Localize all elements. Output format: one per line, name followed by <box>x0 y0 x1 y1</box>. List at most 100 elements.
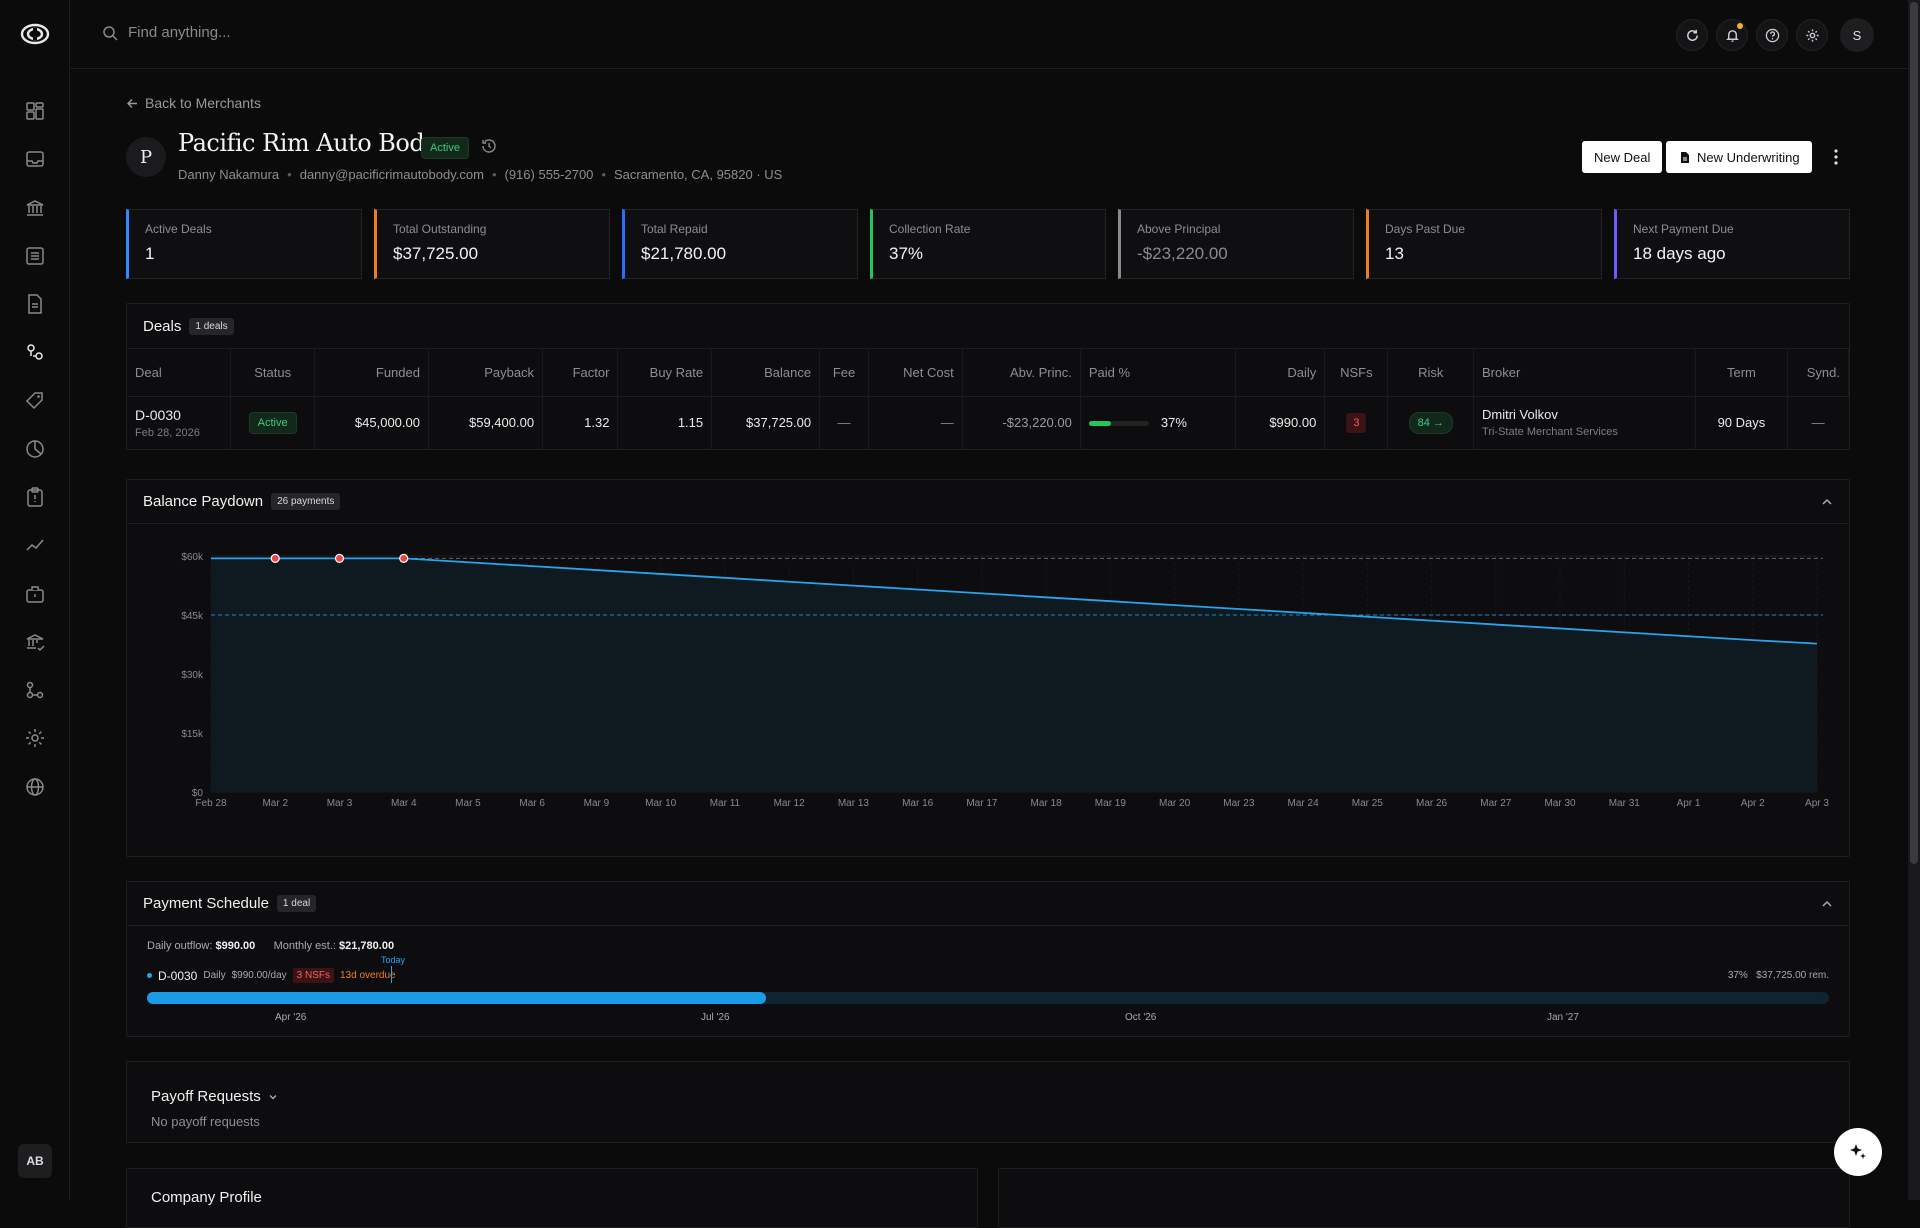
x-tick-label: Mar 23 <box>1223 798 1255 809</box>
merchant-contact: Danny Nakamura <box>178 167 280 182</box>
schedule-deal-row[interactable]: D-0030 Daily $990.00/day 3 NSFs 13d over… <box>147 968 396 983</box>
paid-progress-fill <box>1088 421 1112 427</box>
trending-icon <box>26 539 44 551</box>
company-profile-panel: Company Profile <box>126 1168 978 1228</box>
paydown-title: Balance Paydown <box>143 493 264 510</box>
column-header[interactable]: Paid % <box>1080 348 1236 397</box>
document-icon <box>28 294 42 314</box>
search-input[interactable]: Find anything... <box>102 24 231 41</box>
stat-card: Days Past Due 13 <box>1366 209 1602 279</box>
nav-bank[interactable] <box>24 197 46 219</box>
column-header[interactable]: Status <box>230 348 315 397</box>
briefcase-icon <box>26 586 44 603</box>
settings-button[interactable] <box>1796 19 1828 51</box>
help-button[interactable] <box>1756 19 1788 51</box>
deal-fee: — <box>819 396 869 449</box>
merchant-email[interactable]: danny@pacificrimautobody.com <box>299 167 484 182</box>
column-header[interactable]: Fee <box>819 348 869 397</box>
new-underwriting-label: New Underwriting <box>1697 149 1800 165</box>
deal-buy-rate: 1.15 <box>617 396 713 449</box>
column-header[interactable]: Balance <box>711 348 821 397</box>
nav-trending[interactable] <box>24 534 46 556</box>
nav-bank-check[interactable] <box>24 631 46 653</box>
history-icon[interactable] <box>480 137 498 155</box>
pie-chart-icon <box>26 440 44 458</box>
x-tick-label: Mar 31 <box>1609 798 1641 809</box>
nav-briefcase[interactable] <box>24 583 46 605</box>
new-deal-button[interactable]: New Deal <box>1582 141 1663 173</box>
x-tick-label: Mar 3 <box>327 798 353 809</box>
table-row[interactable]: D-0030 Feb 28, 2026 Active $45,000.00 $59,40… <box>127 396 1849 449</box>
scrollbar-thumb[interactable] <box>1910 2 1918 864</box>
nav-pie-chart[interactable] <box>24 438 46 460</box>
column-header[interactable]: Net Cost <box>868 348 963 397</box>
settings-icon <box>26 729 44 747</box>
balance-line <box>211 557 1818 645</box>
column-header[interactable]: Term <box>1695 348 1788 397</box>
y-tick-label: $30k <box>181 670 204 681</box>
column-header[interactable]: Factor <box>542 348 619 397</box>
nav-merchants[interactable] <box>16 333 54 371</box>
list-icon <box>26 247 44 265</box>
column-header[interactable]: Risk <box>1387 348 1475 397</box>
x-tick-label: Mar 27 <box>1480 798 1512 809</box>
scrollbar[interactable] <box>1908 0 1920 1200</box>
schedule-deal-id: D-0030 <box>158 968 198 983</box>
notifications-button[interactable] <box>1716 19 1748 51</box>
merchant-phone[interactable]: (916) 555-2700 <box>504 167 594 182</box>
deal-date: Feb 28, 2026 <box>135 426 200 439</box>
x-tick-label: Mar 11 <box>710 798 741 809</box>
broker-name[interactable]: Dmitri Volkov <box>1482 407 1558 423</box>
column-header[interactable]: Daily <box>1235 348 1326 397</box>
user-initials-badge[interactable]: AB <box>18 1144 52 1178</box>
column-header[interactable]: Abv. Princ. <box>962 348 1081 397</box>
network-icon <box>26 681 44 699</box>
nav-globe[interactable] <box>24 776 46 798</box>
nav-list[interactable] <box>24 245 46 267</box>
payoff-requests-toggle[interactable]: Payoff Requests <box>151 1088 279 1105</box>
x-tick-label: Mar 30 <box>1544 798 1576 809</box>
deal-paid-pct: 37% <box>1160 415 1187 431</box>
column-header[interactable]: Payback <box>428 348 544 397</box>
stat-label: Collection Rate <box>889 222 971 236</box>
ai-assistant-button[interactable] <box>1834 1128 1882 1176</box>
schedule-progress-fill <box>147 992 767 1004</box>
refresh-icon <box>1686 29 1698 41</box>
more-options-icon[interactable] <box>1826 147 1846 167</box>
column-header[interactable]: Deal <box>127 348 232 397</box>
nav-inbox[interactable] <box>24 148 46 170</box>
refresh-button[interactable] <box>1676 19 1708 51</box>
today-marker <box>391 966 392 983</box>
payoff-empty-state: No payoff requests <box>151 1114 260 1129</box>
chevron-up-icon[interactable] <box>1819 494 1835 510</box>
nsf-marker <box>399 553 409 563</box>
nav-dashboard[interactable] <box>24 100 46 122</box>
x-tick-label: Mar 25 <box>1352 798 1384 809</box>
y-tick-label: $15k <box>181 729 204 740</box>
deals-table: Deal Status Funded Payback Factor Buy Rate Bal… <box>127 348 1850 449</box>
nav-document[interactable] <box>24 293 46 315</box>
stat-card: Active Deals 1 <box>126 209 362 279</box>
column-header[interactable]: Synd. <box>1787 348 1850 397</box>
deal-id[interactable]: D-0030 <box>135 406 181 423</box>
schedule-progress-text: 37% $37,725.00 rem. <box>1728 970 1829 981</box>
column-header[interactable]: Funded <box>314 348 429 397</box>
nav-settings[interactable] <box>24 727 46 749</box>
x-tick-label: Mar 2 <box>262 798 288 809</box>
nav-network[interactable] <box>24 679 46 701</box>
column-header[interactable]: Buy Rate <box>617 348 713 397</box>
nav-clipboard[interactable] <box>24 486 46 508</box>
new-underwriting-button[interactable]: New Underwriting <box>1666 141 1812 173</box>
column-header[interactable]: NSFs <box>1324 348 1389 397</box>
user-avatar[interactable]: S <box>1840 18 1874 52</box>
schedule-remaining: $37,725.00 rem. <box>1756 970 1829 981</box>
deal-color-dot <box>147 973 152 978</box>
nav-tag[interactable] <box>24 390 46 412</box>
back-link[interactable]: Back to Merchants <box>126 95 261 111</box>
topbar: Find anything... S <box>70 0 1908 69</box>
logo-icon[interactable] <box>20 22 50 46</box>
clipboard-icon <box>27 487 43 507</box>
chevron-up-icon[interactable] <box>1819 896 1835 912</box>
column-header[interactable]: Broker <box>1473 348 1697 397</box>
risk-score-badge[interactable]: 84 → <box>1408 411 1453 434</box>
